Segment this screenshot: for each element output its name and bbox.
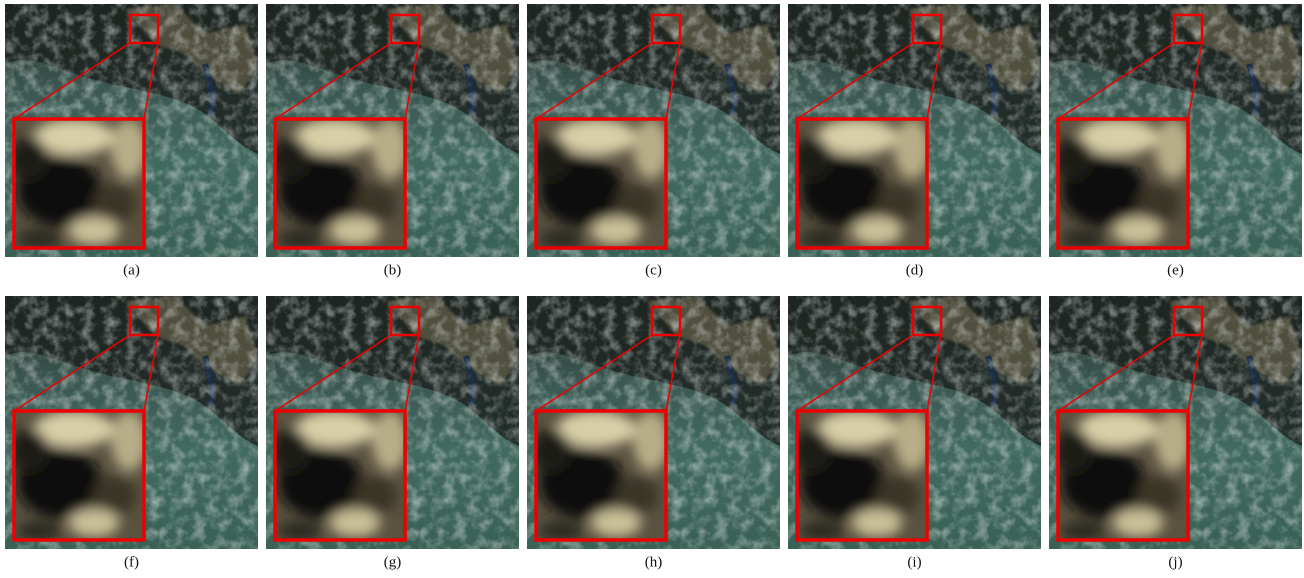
zoom-inset [531,119,669,249]
panel: (g) [266,296,519,570]
panel: (a) [5,4,258,278]
caption: (i) [907,554,921,570]
panel: (f) [5,296,258,570]
zoom-inset [792,411,930,541]
caption: (d) [906,262,924,278]
caption: (g) [384,554,402,570]
panel: (j) [1049,296,1302,570]
zoom-inset [792,119,930,249]
caption: (f) [124,554,139,570]
panel: (d) [788,4,1041,278]
page: {"captions": ["(a)", "(b)", "(c)", "(d)"… [0,0,1304,578]
caption: (b) [384,262,402,278]
caption: (c) [645,262,662,278]
caption: (j) [1168,554,1182,570]
panel: (c) [527,4,780,278]
zoom-inset [270,411,408,541]
figure: (a) (b) (c) (d) (e) (f) (g) (h) (i) (j) [0,0,1304,578]
caption: (e) [1167,262,1184,278]
zoom-inset [1053,411,1191,541]
zoom-inset [1053,119,1191,249]
panel: (h) [527,296,780,570]
zoom-inset [9,119,147,249]
caption: (h) [645,554,663,570]
panel: (b) [266,4,519,278]
panel: (i) [788,296,1041,570]
caption: (a) [123,262,140,278]
panel: (e) [1049,4,1302,278]
zoom-inset [531,411,669,541]
zoom-inset [270,119,408,249]
zoom-inset [9,411,147,541]
